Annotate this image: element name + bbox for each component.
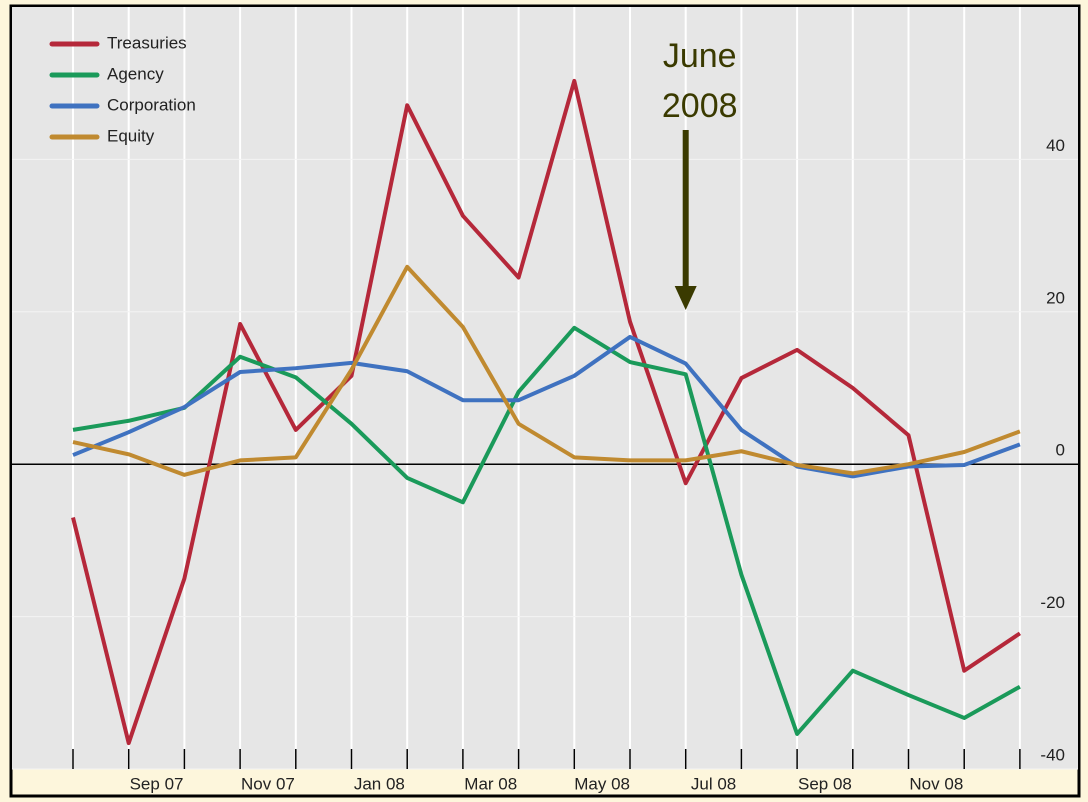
y-tick-label: -40 bbox=[1040, 745, 1065, 764]
annotation-text: June bbox=[663, 37, 737, 75]
y-tick-label: 20 bbox=[1046, 288, 1065, 307]
series-line bbox=[72, 334, 1021, 479]
x-tick-label: Jul 08 bbox=[691, 774, 736, 793]
x-tick-label: Mar 08 bbox=[464, 774, 517, 793]
legend-label: Equity bbox=[107, 126, 155, 145]
legend-label: Corporation bbox=[107, 95, 196, 114]
legend-label: Agency bbox=[107, 64, 164, 83]
series-line bbox=[72, 325, 1021, 736]
x-tick-label: Nov 07 bbox=[241, 774, 295, 793]
x-tick-label: Nov 08 bbox=[909, 774, 963, 793]
x-tick-label: Sep 07 bbox=[130, 774, 184, 793]
x-tick-label: May 08 bbox=[574, 774, 630, 793]
x-tick-label: Sep 08 bbox=[798, 774, 852, 793]
y-tick-label: -20 bbox=[1040, 593, 1065, 612]
y-tick-label: 0 bbox=[1056, 441, 1065, 460]
legend-label: Treasuries bbox=[107, 33, 187, 52]
series-line bbox=[72, 264, 1021, 477]
x-tick-label: Jan 08 bbox=[354, 774, 405, 793]
annotation-text: 2008 bbox=[662, 87, 738, 125]
y-tick-label: 40 bbox=[1046, 136, 1065, 155]
annotation-arrow-head bbox=[674, 286, 697, 310]
